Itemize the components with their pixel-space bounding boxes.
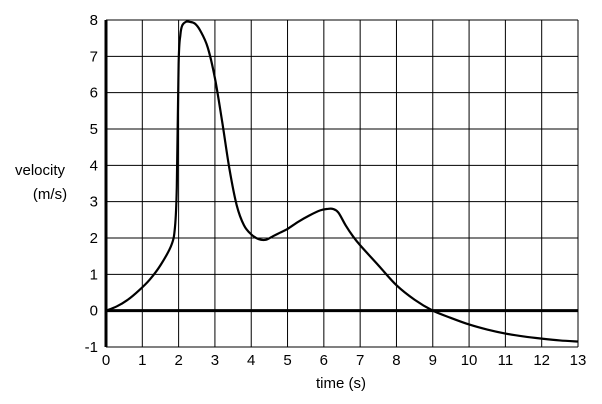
series-layer bbox=[105, 20, 579, 343]
y-tick-label-2: 2 bbox=[90, 230, 98, 247]
y-tick-label-1: 1 bbox=[90, 266, 98, 283]
y-tick-label-8: 8 bbox=[90, 12, 98, 29]
x-tick-label-9: 9 bbox=[429, 352, 437, 369]
y-axis-title-line-2: (m/s) bbox=[33, 186, 67, 203]
x-tick-label-0: 0 bbox=[102, 352, 110, 369]
x-tick-label-5: 5 bbox=[283, 352, 291, 369]
x-tick-label-4: 4 bbox=[247, 352, 255, 369]
x-tick-label-12: 12 bbox=[533, 352, 550, 369]
x-tick-label-1: 1 bbox=[138, 352, 146, 369]
x-tick-label-13: 13 bbox=[570, 352, 587, 369]
x-axis-title: time (s) bbox=[316, 375, 366, 392]
x-tick-label-10: 10 bbox=[461, 352, 478, 369]
x-tick-label-7: 7 bbox=[356, 352, 364, 369]
series-line-0 bbox=[105, 20, 579, 343]
y-tick-label-3: 3 bbox=[90, 194, 98, 211]
grid bbox=[106, 19, 579, 348]
y-tick-label--1: -1 bbox=[85, 339, 98, 356]
axes bbox=[104, 20, 578, 347]
y-tick-labels: 8 7 6 5 4 3 2 1 0 -1 bbox=[85, 12, 98, 356]
x-tick-label-2: 2 bbox=[174, 352, 182, 369]
x-tick-label-6: 6 bbox=[320, 352, 328, 369]
x-tick-label-11: 11 bbox=[498, 352, 514, 369]
x-tick-label-3: 3 bbox=[211, 352, 219, 369]
y-tick-label-6: 6 bbox=[90, 85, 98, 102]
y-axis-title-line-1: velocity bbox=[15, 162, 66, 179]
y-tick-label-7: 7 bbox=[90, 48, 98, 65]
y-tick-label-0: 0 bbox=[90, 303, 98, 320]
x-tick-label-8: 8 bbox=[392, 352, 400, 369]
y-tick-label-5: 5 bbox=[90, 121, 98, 138]
y-tick-label-4: 4 bbox=[90, 157, 98, 174]
x-tick-labels: 0 1 2 3 4 5 6 7 8 9 10 11 12 13 bbox=[102, 352, 587, 369]
